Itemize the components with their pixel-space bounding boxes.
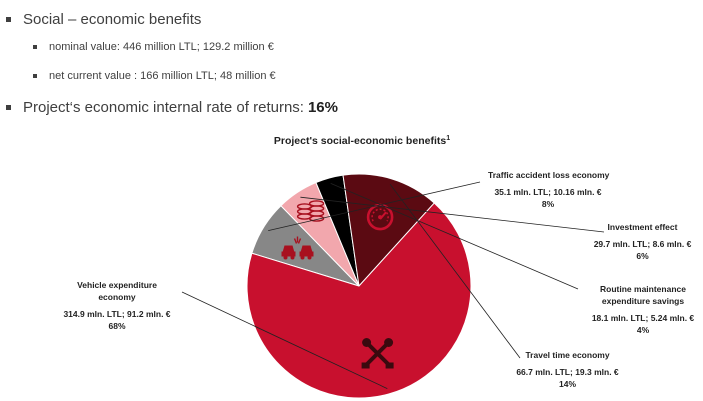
sub-bullet-text: net current value : 166 million LTL; 48 … (49, 70, 276, 82)
slice-label-text: Vehicle expenditure (77, 280, 157, 290)
bullet-social-economic-benefits: Social – economic benefits (6, 11, 201, 28)
chart-title-text: Project's social-economic benefits (274, 135, 446, 147)
wrench-tools-icon (361, 338, 394, 369)
bullet-marker (33, 74, 37, 78)
pie-slices (246, 173, 472, 399)
coins-stack-icon (296, 200, 325, 222)
slice-amount: 35.1 mln. LTL; 10.16 mln. € (494, 187, 602, 197)
slice-percent: 4% (636, 325, 650, 335)
leader-line-routine-maintenance-expenditure-savings (330, 183, 579, 290)
leader-line-investment-effect (300, 196, 605, 233)
bullet-marker (6, 17, 11, 22)
slice-amount: 18.1 mln. LTL; 5.24 mln. € (591, 313, 695, 323)
bullet-internal-rate-of-return: Project‘s economic internal rate of retu… (6, 99, 338, 116)
slice-percent: 6% (636, 251, 649, 261)
slice-label-traffic-accident-loss-economy: Traffic accident loss economy 35.1 mln. L… (488, 169, 610, 210)
sub-bullet-nominal-value: nominal value: 446 million LTL; 129.2 mi… (33, 41, 274, 53)
bullet-marker (33, 45, 37, 49)
slice-percent: 68% (108, 321, 126, 331)
sub-bullet-text: nominal value: 446 million LTL; 129.2 mi… (49, 41, 274, 53)
slice-icons (281, 200, 394, 369)
slice-label-vehicle-expenditure-economy: Vehicle expenditure economy 314.9 mln. LTL… (52, 279, 182, 332)
bullet-text: Project‘s economic internal rate of retu… (23, 99, 304, 116)
slice-percent: 14% (558, 379, 576, 389)
slice-label-text: expenditure savings (601, 296, 685, 306)
chart-title-footnote: 1 (446, 135, 450, 142)
leader-line-vehicle-expenditure-economy (181, 291, 388, 389)
slice-label-routine-maintenance-expenditure-savings: Routine maintenance expenditure savings 18… (578, 283, 703, 336)
slice-label-text: economy (98, 292, 136, 302)
leader-line-travel-time-economy (389, 183, 521, 359)
slice-label-text: Travel time economy (525, 350, 610, 360)
crashed-cars-icon (281, 236, 314, 260)
pie-slice-travel-time-economy (342, 173, 435, 288)
irr-value: 16% (307, 99, 338, 116)
slice-label-text: Routine maintenance (600, 284, 686, 294)
chart-title: Project's social-economic benefits1 (274, 135, 450, 147)
slice-label-text: Traffic accident loss economy (488, 170, 610, 180)
leader-line-traffic-accident-loss-economy (268, 181, 481, 231)
slice-label-text: Investment effect (607, 222, 678, 232)
slice-label-investment-effect: Investment effect 29.7 mln. LTL; 8.6 mln.… (580, 221, 703, 262)
slice-amount: 314.9 mln. LTL; 91.2 mln. € (63, 309, 171, 319)
speedometer-icon (366, 203, 394, 231)
slice-amount: 66.7 mln. LTL; 19.3 mln. € (516, 367, 619, 377)
bullet-text: Social – economic benefits (23, 11, 202, 28)
sub-bullet-net-current-value: net current value : 166 million LTL; 48 … (33, 70, 276, 82)
bullet-marker (6, 105, 11, 110)
leader-lines (181, 181, 605, 389)
slice-amount: 29.7 mln. LTL; 8.6 mln. € (593, 239, 692, 249)
slice-percent: 8% (541, 199, 555, 209)
slice-label-travel-time-economy: Travel time economy 66.7 mln. LTL; 19.3 m… (500, 349, 635, 390)
